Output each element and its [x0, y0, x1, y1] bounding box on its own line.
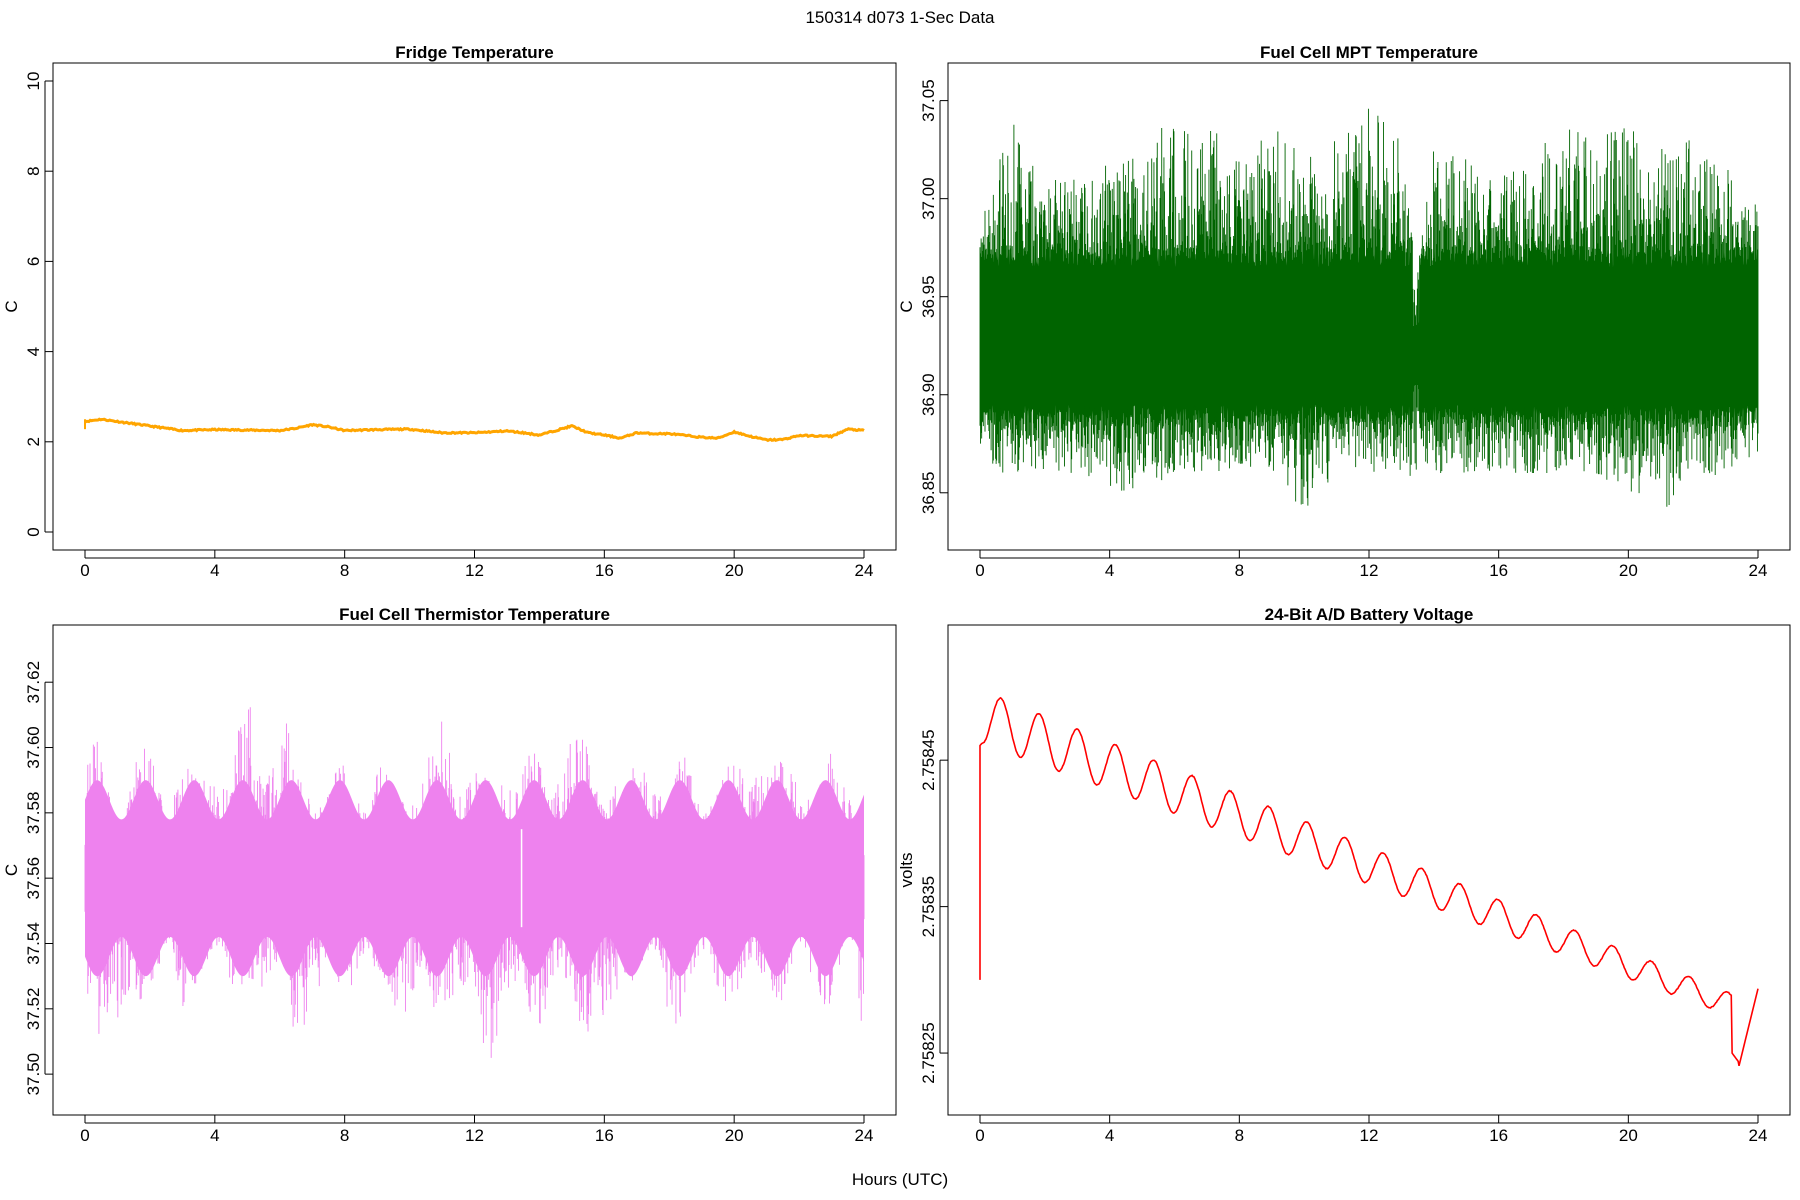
panel-thermistor: Fuel Cell Thermistor Temperature 0 4 8 12 16 2… [2, 605, 897, 1145]
y-tick-label: 37.58 [24, 792, 43, 835]
y-tick-label: 2.75845 [919, 729, 938, 790]
y-tick-label: 10 [24, 72, 43, 91]
x-tick-label: 24 [1749, 561, 1768, 580]
y-axis-label: C [2, 300, 21, 312]
x-tick-label: 20 [1619, 561, 1638, 580]
x-axis-label: Hours (UTC) [852, 1170, 948, 1189]
y-tick-label: 2.75825 [919, 1022, 938, 1083]
y-tick-label: 37.56 [24, 857, 43, 900]
x-tick-label: 20 [1619, 1126, 1638, 1145]
x-tick-label: 16 [595, 561, 614, 580]
x-tick-label: 16 [1489, 1126, 1508, 1145]
panel-title: 24-Bit A/D Battery Voltage [1265, 605, 1474, 624]
x-tick-label: 16 [595, 1126, 614, 1145]
x-tick-label: 8 [340, 561, 349, 580]
x-tick-label: 20 [725, 1126, 744, 1145]
x-tick-label: 8 [1235, 1126, 1244, 1145]
plot-frame [947, 624, 1791, 1116]
panel-title: Fridge Temperature [395, 43, 553, 62]
x-tick-label: 8 [1235, 561, 1244, 580]
x-tick-label: 8 [340, 1126, 349, 1145]
panel-battery: 24-Bit A/D Battery Voltage 0 4 8 12 16 20 24 2.7… [897, 605, 1791, 1145]
y-axis-label: C [897, 300, 916, 312]
series-line [84, 417, 865, 443]
y-tick-label: 4 [24, 347, 43, 356]
x-tick-label: 4 [210, 561, 219, 580]
x-tick-label: 4 [210, 1126, 219, 1145]
panel-title: Fuel Cell Thermistor Temperature [339, 605, 610, 624]
x-tick-label: 0 [975, 561, 984, 580]
x-tick-label: 12 [1360, 1126, 1379, 1145]
x-tick-label: 24 [1749, 1126, 1768, 1145]
y-axis-label: C [2, 864, 21, 876]
x-tick-label: 0 [975, 1126, 984, 1145]
y-tick-label: 37.62 [24, 661, 43, 704]
y-tick-label: 36.85 [919, 472, 938, 515]
x-tick-label: 0 [80, 561, 89, 580]
y-tick-label: 37.50 [24, 1053, 43, 1096]
y-tick-label: 36.90 [919, 373, 938, 416]
x-tick-label: 24 [855, 561, 874, 580]
main-title: 150314 d073 1-Sec Data [805, 8, 995, 27]
y-tick-label: 2.75835 [919, 876, 938, 937]
x-tick-label: 16 [1489, 561, 1508, 580]
x-tick-label: 20 [725, 561, 744, 580]
y-tick-label: 37.54 [24, 922, 43, 965]
y-tick-label: 37.00 [919, 177, 938, 220]
y-tick-label: 37.05 [919, 79, 938, 122]
y-tick-label: 37.52 [24, 988, 43, 1031]
x-tick-label: 0 [80, 1126, 89, 1145]
panel-mpt: Fuel Cell MPT Temperature 0 4 8 12 16 20 24 36.8… [897, 43, 1791, 580]
x-tick-label: 4 [1105, 1126, 1114, 1145]
plot-frame [52, 62, 897, 551]
y-tick-label: 37.60 [24, 726, 43, 769]
series-core [980, 247, 1758, 425]
x-tick-label: 12 [1360, 561, 1379, 580]
y-tick-label: 0 [24, 527, 43, 536]
x-tick-label: 24 [855, 1126, 874, 1145]
y-axis-label: volts [897, 853, 916, 888]
series-core [85, 780, 864, 977]
series-line [979, 696, 1759, 1066]
y-tick-label: 8 [24, 166, 43, 175]
y-tick-label: 36.95 [919, 275, 938, 318]
y-tick-label: 6 [24, 257, 43, 266]
panel-title: Fuel Cell MPT Temperature [1260, 43, 1478, 62]
y-tick-label: 2 [24, 437, 43, 446]
x-tick-label: 12 [465, 1126, 484, 1145]
x-tick-label: 12 [465, 561, 484, 580]
x-tick-label: 4 [1105, 561, 1114, 580]
